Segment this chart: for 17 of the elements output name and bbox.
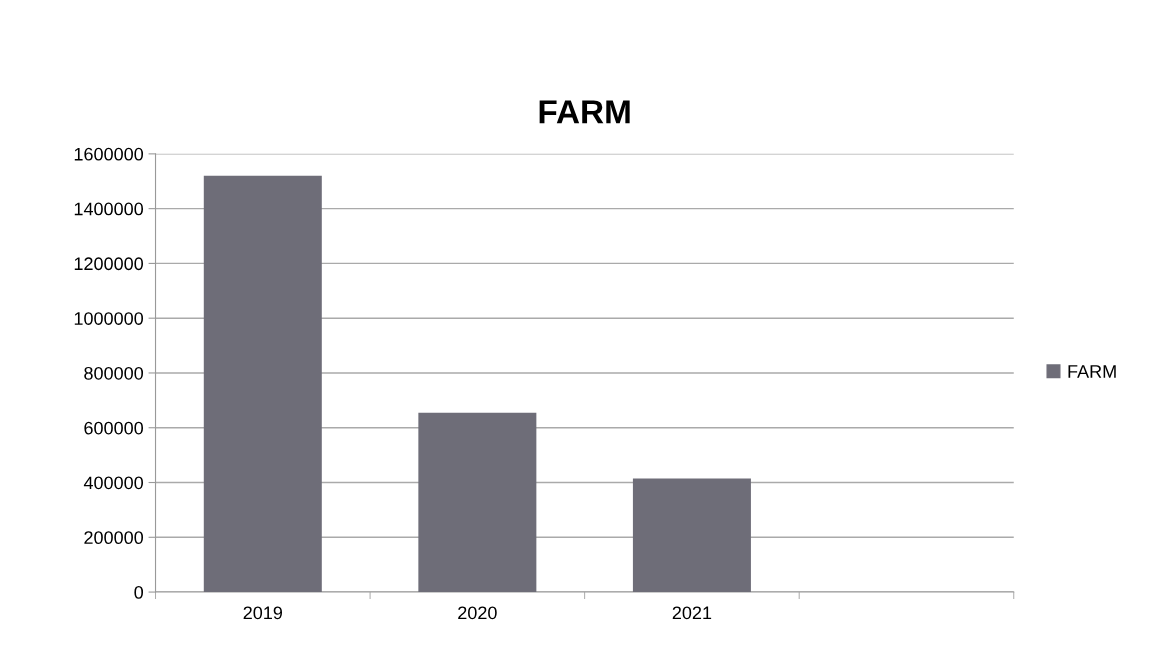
y-tick-label: 600000 [84,421,144,435]
chart-title: FARM [539,100,630,124]
y-tick-label: 1400000 [74,202,144,216]
y-tick-label: 800000 [84,366,144,380]
y-tick-label: 400000 [83,476,144,490]
y-tick-label: 1600000 [74,147,144,161]
x-tick-label: 2021 [672,606,712,620]
y-tick-label: 1200000 [74,257,144,271]
x-tick-label: 2020 [458,606,497,620]
legend-label: FARM [1068,365,1116,378]
bar [418,412,537,593]
bar [632,478,751,593]
y-tick-label: 200000 [84,531,144,545]
y-tick-label: 0 [134,586,144,599]
x-tick-label: 2019 [243,606,283,620]
bar [203,175,322,593]
y-tick-label: 1000000 [74,312,144,325]
